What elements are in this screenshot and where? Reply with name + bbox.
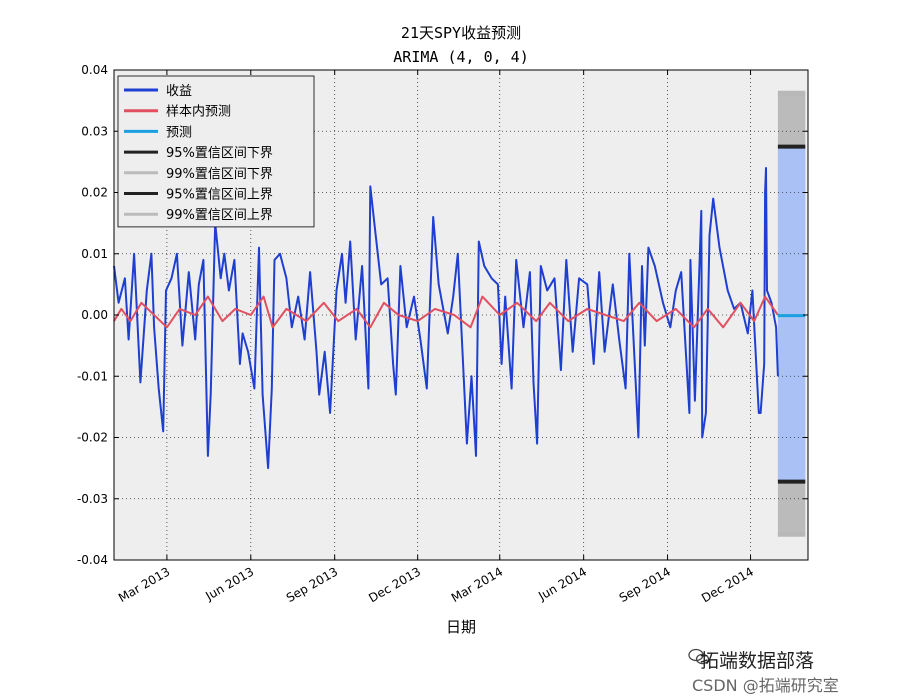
ci95-band bbox=[777, 146, 806, 482]
legend-label-ci95_upper: 95%置信区间上界 bbox=[166, 188, 273, 203]
y-tick-label: 0.02 bbox=[81, 186, 108, 200]
y-tick-label: -0.03 bbox=[77, 492, 108, 506]
x-tick-label: Mar 2013 bbox=[116, 564, 172, 605]
x-tick-label: Mar 2014 bbox=[449, 564, 505, 605]
chart-subtitle: ARIMA (4, 0, 4) bbox=[393, 48, 528, 66]
x-tick-label: Jun 2014 bbox=[535, 564, 589, 603]
y-axis: 0.04 0.03 0.02 0.01 0.00 -0.01 -0.02 -0.03 -0.04 bbox=[77, 63, 808, 567]
y-tick-label: -0.04 bbox=[77, 553, 108, 567]
legend-label-ci99_lower: 99%置信区间下界 bbox=[166, 167, 273, 182]
watermark-primary: 拓端数据部落 bbox=[700, 650, 815, 672]
y-tick-label: 0.01 bbox=[81, 247, 108, 261]
legend-label-returns: 收益 bbox=[166, 84, 192, 99]
legend-label-forecast: 预测 bbox=[166, 125, 192, 140]
series-returns-line bbox=[113, 167, 779, 470]
x-tick-label: Jun 2013 bbox=[202, 564, 256, 603]
x-tick-label: Sep 2013 bbox=[284, 564, 340, 605]
forecast-band-layer bbox=[777, 93, 806, 535]
legend-label-in_sample: 样本内预测 bbox=[166, 104, 231, 120]
y-tick-label: 0.00 bbox=[81, 308, 108, 322]
y-tick-label: 0.04 bbox=[81, 63, 108, 77]
watermark-secondary: CSDN @拓端研究室 bbox=[692, 676, 839, 695]
series-layer bbox=[113, 90, 806, 537]
legend-label-ci95_lower: 95%置信区间下界 bbox=[166, 146, 273, 161]
chart-title: 21天SPY收益预测 bbox=[401, 24, 521, 42]
series-in-sample-line bbox=[113, 295, 779, 329]
legend-label-ci99_upper: 99%置信区间上界 bbox=[166, 208, 273, 223]
y-tick-label: 0.03 bbox=[81, 124, 108, 138]
x-tick-label: Dec 2013 bbox=[366, 564, 423, 605]
x-tick-label: Dec 2014 bbox=[699, 564, 756, 605]
x-axis-label: 日期 bbox=[446, 618, 476, 636]
wechat-icon bbox=[688, 648, 710, 665]
x-tick-label: Sep 2014 bbox=[617, 564, 673, 605]
y-tick-label: -0.01 bbox=[77, 369, 108, 383]
y-tick-label: -0.02 bbox=[77, 431, 108, 445]
